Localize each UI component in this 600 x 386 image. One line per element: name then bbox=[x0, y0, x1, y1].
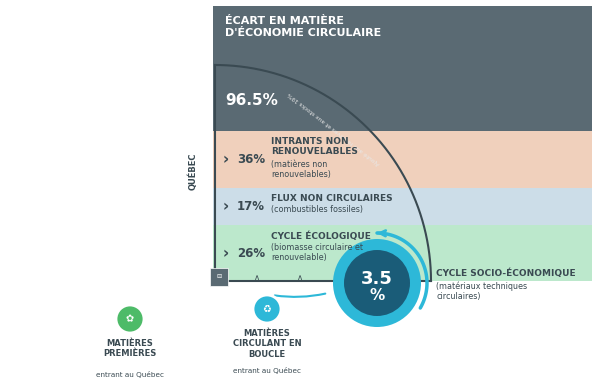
Text: FLUX NON CIRCULAIRES: FLUX NON CIRCULAIRES bbox=[271, 194, 392, 203]
Text: Ajouté aux réserves et aux stocks 19%: Ajouté aux réserves et aux stocks 19% bbox=[287, 91, 382, 166]
Text: MATIÈRES
PREMIÈRES: MATIÈRES PREMIÈRES bbox=[103, 339, 157, 358]
Text: entrant au Québec: entrant au Québec bbox=[233, 367, 301, 374]
Circle shape bbox=[253, 295, 281, 323]
Text: (biomasse circulaire et
renouvelable): (biomasse circulaire et renouvelable) bbox=[271, 243, 363, 262]
Text: ⊟: ⊟ bbox=[217, 274, 221, 279]
FancyBboxPatch shape bbox=[213, 131, 592, 188]
Text: (combustibles fossiles): (combustibles fossiles) bbox=[271, 205, 363, 215]
Text: (matériaux techniques
circulaires): (matériaux techniques circulaires) bbox=[436, 281, 527, 301]
Text: 3.5: 3.5 bbox=[361, 270, 393, 288]
Text: 96.5%: 96.5% bbox=[225, 93, 278, 108]
Text: ∧: ∧ bbox=[254, 273, 260, 281]
Text: CYCLE SOCIO-ÉCONOMIQUE: CYCLE SOCIO-ÉCONOMIQUE bbox=[436, 268, 575, 278]
Text: 26%: 26% bbox=[237, 247, 265, 260]
Text: CYCLE ÉCOLOGIQUE: CYCLE ÉCOLOGIQUE bbox=[271, 232, 371, 241]
Circle shape bbox=[333, 239, 421, 327]
FancyBboxPatch shape bbox=[210, 268, 228, 286]
FancyBboxPatch shape bbox=[213, 188, 592, 225]
Circle shape bbox=[344, 250, 410, 316]
Text: QUÉBEC: QUÉBEC bbox=[188, 152, 198, 190]
Text: INTRANTS NON
RENOUVELABLES: INTRANTS NON RENOUVELABLES bbox=[271, 137, 358, 156]
Wedge shape bbox=[215, 205, 292, 281]
Text: entrant au Québec: entrant au Québec bbox=[96, 371, 164, 378]
Text: MATIÈRES
CIRCULANT EN
BOUCLE: MATIÈRES CIRCULANT EN BOUCLE bbox=[233, 329, 301, 359]
Text: (matières non
renouvelables): (matières non renouvelables) bbox=[271, 160, 331, 179]
Wedge shape bbox=[215, 157, 339, 281]
Text: ∧: ∧ bbox=[340, 273, 346, 281]
Text: ÉCART EN MATIÈRE
D'ÉCONOMIE CIRCULAIRE: ÉCART EN MATIÈRE D'ÉCONOMIE CIRCULAIRE bbox=[225, 16, 381, 38]
FancyBboxPatch shape bbox=[213, 6, 592, 131]
Text: ›: › bbox=[223, 246, 229, 261]
Text: 17%: 17% bbox=[237, 200, 265, 213]
Text: %: % bbox=[370, 288, 385, 303]
Circle shape bbox=[116, 305, 144, 333]
Wedge shape bbox=[215, 65, 431, 281]
Wedge shape bbox=[215, 110, 386, 281]
Text: ›: › bbox=[223, 199, 229, 214]
Text: ♻: ♻ bbox=[263, 304, 271, 314]
Text: ∧: ∧ bbox=[297, 273, 303, 281]
Text: ›: › bbox=[223, 152, 229, 167]
FancyBboxPatch shape bbox=[213, 225, 592, 281]
Text: ✿: ✿ bbox=[126, 314, 134, 324]
Text: 36%: 36% bbox=[237, 153, 265, 166]
